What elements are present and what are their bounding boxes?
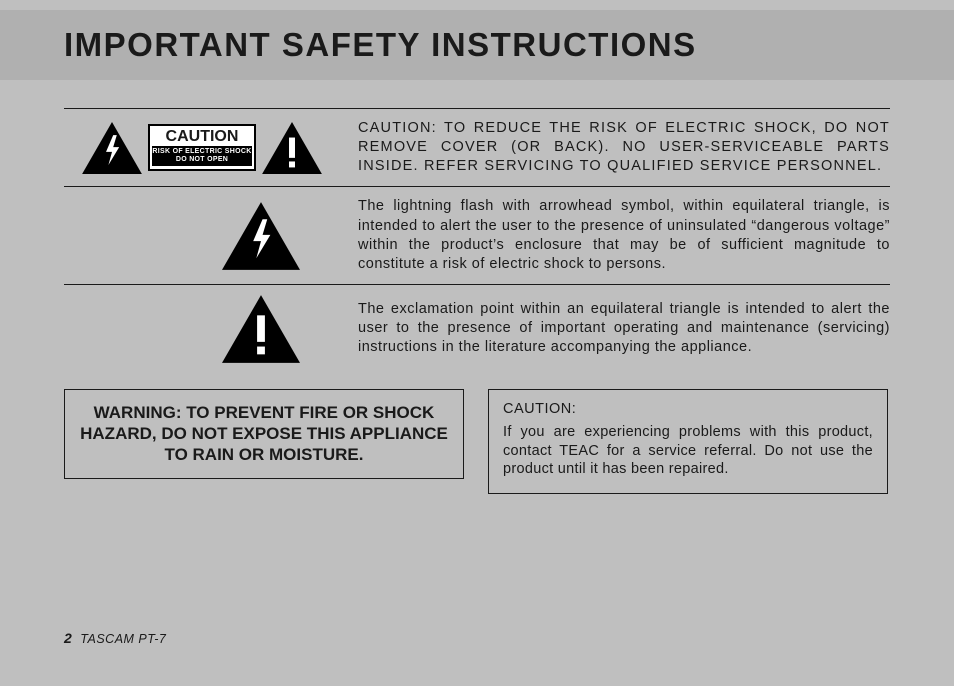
page-title: IMPORTANT SAFETY INSTRUCTIONS	[64, 26, 697, 64]
bang-symbol-cell	[64, 295, 340, 363]
row-bang: The exclamation point within an equilate…	[64, 284, 890, 373]
caution-note-box: CAUTION: If you are experiencing problem…	[488, 389, 888, 494]
caution-label-box: CAUTION RISK OF ELECTRIC SHOCK DO NOT OP…	[148, 124, 256, 171]
exclamation-triangle-icon	[222, 295, 300, 363]
lightning-triangle-icon	[82, 122, 142, 174]
bolt-symbol-cell	[64, 202, 340, 270]
page: IMPORTANT SAFETY INSTRUCTIONS CAUTION RI…	[0, 0, 954, 686]
caution-symbol-group: CAUTION RISK OF ELECTRIC SHOCK DO NOT OP…	[64, 122, 340, 174]
caution-label-big: CAUTION	[166, 128, 239, 146]
footer-model: TASCAM PT-7	[80, 632, 166, 646]
caution-small-line1: RISK OF ELECTRIC SHOCK	[152, 148, 251, 155]
caution-note-head: CAUTION:	[503, 400, 873, 419]
caution-note-body: If you are experiencing problems with th…	[503, 424, 873, 478]
caution-small-line2: DO NOT OPEN	[176, 156, 228, 163]
bolt-text: The lightning flash with arrowhead symbo…	[358, 197, 890, 274]
caution-label-small: RISK OF ELECTRIC SHOCK DO NOT OPEN	[152, 146, 252, 166]
page-footer: 2 TASCAM PT-7	[64, 630, 166, 646]
lightning-triangle-icon	[222, 202, 300, 270]
caution-text: CAUTION: TO REDUCE THE RISK OF ELECTRIC …	[358, 119, 890, 176]
page-number: 2	[64, 630, 72, 646]
row-caution: CAUTION RISK OF ELECTRIC SHOCK DO NOT OP…	[64, 108, 890, 186]
boxes: WARNING: TO PREVENT FIRE OR SHOCK HAZARD…	[64, 389, 890, 494]
row-bolt: The lightning flash with arrowhead symbo…	[64, 186, 890, 284]
warning-box: WARNING: TO PREVENT FIRE OR SHOCK HAZARD…	[64, 389, 464, 479]
content: CAUTION RISK OF ELECTRIC SHOCK DO NOT OP…	[64, 108, 890, 494]
title-bar: IMPORTANT SAFETY INSTRUCTIONS	[0, 10, 954, 80]
bang-text: The exclamation point within an equilate…	[358, 300, 890, 357]
exclamation-triangle-icon	[262, 122, 322, 174]
